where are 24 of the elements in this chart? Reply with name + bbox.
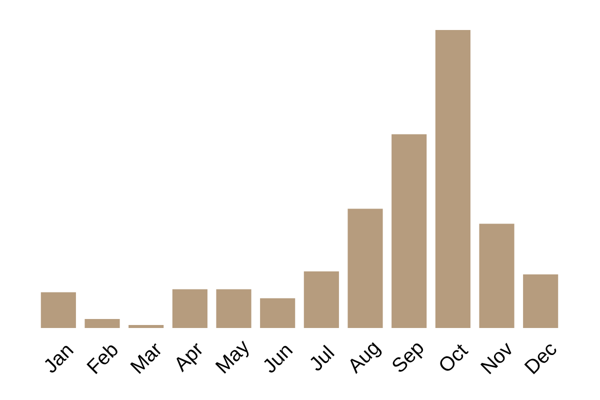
bar (128, 325, 164, 328)
bar (260, 298, 296, 328)
bar (84, 319, 120, 328)
x-tick-label: Mar (130, 343, 161, 374)
x-tick-label: Oct (440, 344, 469, 371)
x-tick-label: May (215, 340, 249, 374)
bar (479, 224, 514, 328)
bar (40, 292, 76, 328)
x-tick-label: Jan (44, 346, 74, 373)
bar (392, 134, 427, 328)
bar (523, 274, 558, 328)
bar (435, 30, 470, 328)
x-tick-label: Dec (524, 344, 556, 374)
x-tick-label: Sep (392, 343, 424, 372)
bar (304, 271, 339, 328)
bar (172, 289, 208, 328)
bar (348, 208, 383, 328)
x-tick-label: Jul (310, 344, 335, 370)
x-tick-label: Jun (264, 346, 293, 373)
x-tick-label: Apr (176, 343, 202, 372)
x-tick-label: Nov (480, 342, 512, 374)
bar (216, 289, 252, 328)
x-tick-label: Aug (350, 342, 382, 374)
x-tick-label: Feb (86, 345, 118, 374)
